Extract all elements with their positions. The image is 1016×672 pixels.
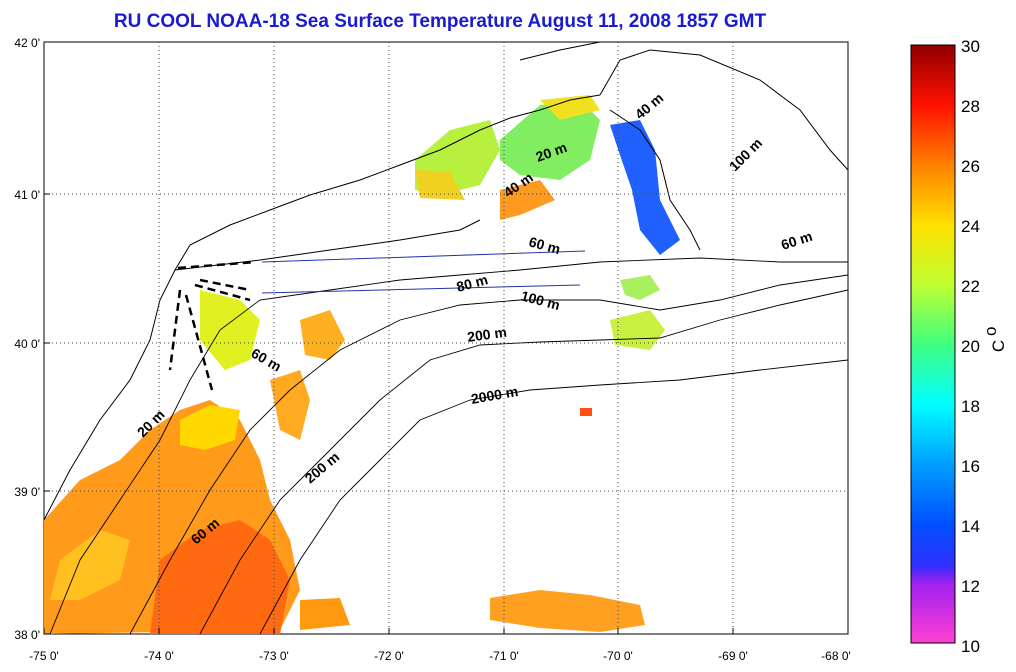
colorbar-tick: 24 bbox=[961, 217, 980, 236]
colorbar-tick: 30 bbox=[961, 37, 980, 56]
sst-patch bbox=[300, 310, 345, 360]
colorbar-tick: 12 bbox=[961, 577, 980, 596]
sst-patch bbox=[270, 370, 310, 440]
y-tick-label: 39 0' bbox=[14, 485, 40, 499]
sst-patch bbox=[610, 310, 665, 350]
colorbar bbox=[910, 44, 956, 644]
sst-patch bbox=[150, 520, 290, 634]
sst-patch bbox=[300, 598, 350, 630]
colorbar-tick: 14 bbox=[961, 517, 980, 536]
colorbar-tick: 22 bbox=[961, 277, 980, 296]
y-axis-labels: 42 0' 41 0' 40 0' 39 0' 38 0' bbox=[14, 36, 40, 642]
colorbar-tick: 16 bbox=[961, 457, 980, 476]
colorbar-labels: 30 28 26 24 22 20 18 16 14 12 10 bbox=[961, 37, 980, 656]
sst-patch bbox=[415, 170, 465, 200]
transect-lines bbox=[261, 250, 586, 294]
y-tick-label: 38 0' bbox=[14, 628, 40, 642]
axis-ticks bbox=[43, 41, 849, 635]
plot-area: 40 m 20 m 40 m 100 m 60 m 60 m 80 m 100 … bbox=[44, 42, 848, 634]
x-tick-label: -75 0' bbox=[29, 649, 59, 663]
x-axis-labels: -75 0' -74 0' -73 0' -72 0' -71 0' -70 0… bbox=[29, 649, 851, 663]
colorbar-tick: 26 bbox=[961, 157, 980, 176]
sst-patch bbox=[200, 290, 260, 370]
colorbar-tick: 20 bbox=[961, 337, 980, 356]
sst-patch bbox=[540, 95, 600, 120]
sst-patch bbox=[500, 100, 600, 180]
map-title: RU COOL NOAA-18 Sea Surface Temperature … bbox=[114, 11, 767, 32]
x-tick-label: -72 0' bbox=[374, 649, 404, 663]
sst-patch bbox=[580, 408, 592, 416]
y-tick-label: 41 0' bbox=[14, 188, 40, 202]
depth-label: 60 m bbox=[527, 233, 562, 257]
sst-patch bbox=[500, 180, 555, 220]
sst-patch bbox=[50, 530, 130, 600]
y-tick-label: 42 0' bbox=[14, 36, 40, 50]
colorbar-tick: 18 bbox=[961, 397, 980, 416]
x-tick-label: -70 0' bbox=[603, 649, 633, 663]
colorbar-tick: 28 bbox=[961, 97, 980, 116]
x-tick-label: -71 0' bbox=[489, 649, 519, 663]
sst-layer bbox=[44, 95, 680, 634]
colorbar-unit: C o bbox=[981, 327, 1008, 353]
depth-label: 200 m bbox=[466, 324, 508, 345]
x-tick-label: -68 0' bbox=[821, 649, 851, 663]
graticule bbox=[44, 42, 848, 634]
sst-patch bbox=[180, 405, 240, 450]
sst-patch bbox=[610, 120, 680, 255]
y-tick-label: 40 0' bbox=[14, 337, 40, 351]
colorbar-unit-superscript: o bbox=[981, 327, 1000, 336]
sst-patch bbox=[490, 590, 645, 632]
dashed-lines bbox=[168, 260, 256, 391]
depth-label: 80 m bbox=[455, 271, 490, 295]
colorbar-unit-label: C bbox=[989, 340, 1008, 352]
isobaths bbox=[49, 257, 848, 634]
sst-patch bbox=[620, 275, 660, 300]
colorbar-tick: 10 bbox=[961, 637, 980, 656]
x-tick-label: -74 0' bbox=[144, 649, 174, 663]
x-tick-label: -73 0' bbox=[259, 649, 289, 663]
x-tick-label: -69 0' bbox=[718, 649, 748, 663]
